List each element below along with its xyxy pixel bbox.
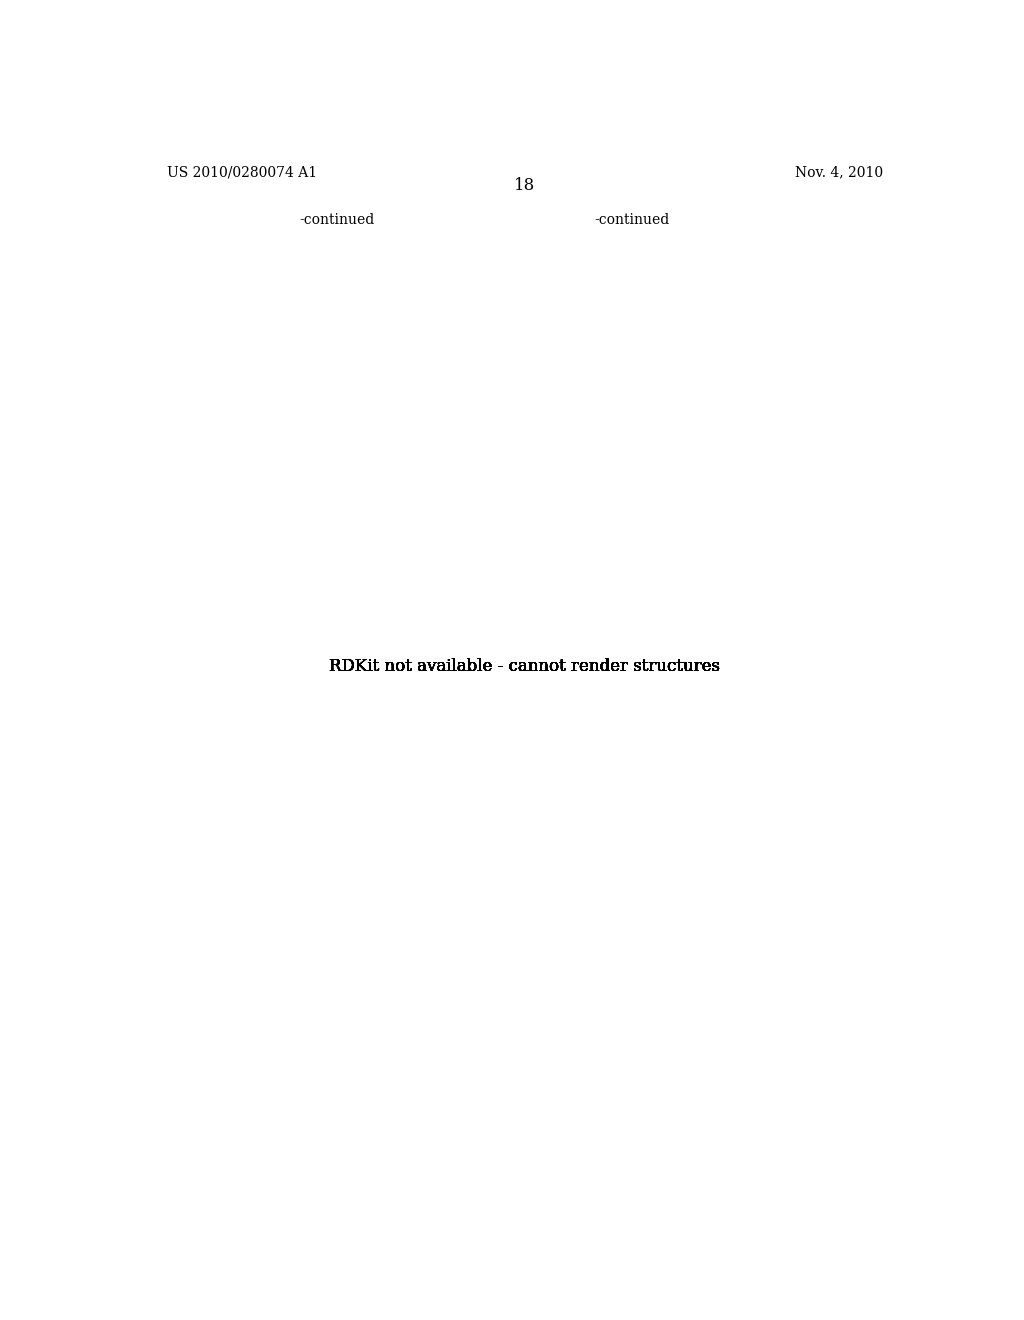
- Text: RDKit not available - cannot render structures: RDKit not available - cannot render stru…: [330, 659, 720, 675]
- Text: US 2010/0280074 A1: US 2010/0280074 A1: [167, 165, 316, 180]
- Text: RDKit not available - cannot render structures: RDKit not available - cannot render stru…: [330, 659, 720, 675]
- Text: RDKit not available - cannot render structures: RDKit not available - cannot render stru…: [330, 659, 720, 675]
- Text: RDKit not available - cannot render structures: RDKit not available - cannot render stru…: [330, 659, 720, 675]
- Text: Nov. 4, 2010: Nov. 4, 2010: [795, 165, 883, 180]
- Text: RDKit not available - cannot render structures: RDKit not available - cannot render stru…: [330, 659, 720, 675]
- Text: RDKit not available - cannot render structures: RDKit not available - cannot render stru…: [330, 659, 720, 675]
- Text: 18: 18: [514, 177, 536, 194]
- Text: RDKit not available - cannot render structures: RDKit not available - cannot render stru…: [330, 659, 720, 675]
- Text: -continued: -continued: [594, 213, 670, 227]
- Text: -continued: -continued: [300, 213, 375, 227]
- Text: RDKit not available - cannot render structures: RDKit not available - cannot render stru…: [330, 659, 720, 675]
- Text: RDKit not available - cannot render structures: RDKit not available - cannot render stru…: [330, 659, 720, 675]
- Text: RDKit not available - cannot render structures: RDKit not available - cannot render stru…: [330, 659, 720, 675]
- Text: RDKit not available - cannot render structures: RDKit not available - cannot render stru…: [330, 659, 720, 675]
- Text: RDKit not available - cannot render structures: RDKit not available - cannot render stru…: [330, 659, 720, 675]
